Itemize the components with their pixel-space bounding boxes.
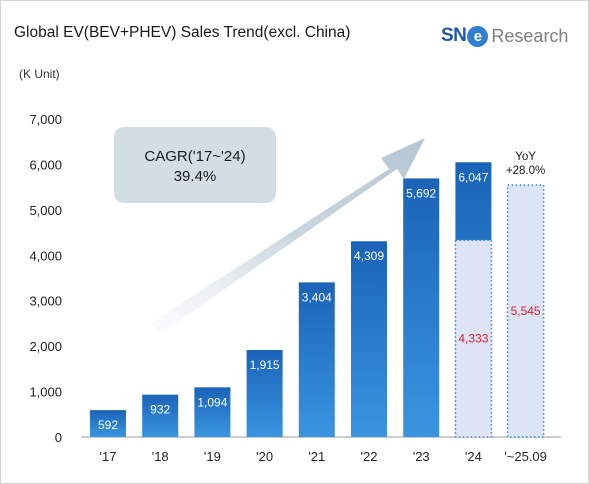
bar	[194, 387, 231, 437]
y-tick-label: 3,000	[29, 294, 62, 309]
dotted-bar-value-label: 5,545	[511, 304, 541, 318]
bar-value-label: 4,309	[354, 249, 384, 263]
bar-value-label: 3,404	[302, 290, 332, 304]
growth-arrow	[151, 138, 425, 335]
x-tick-label: '18	[152, 449, 169, 464]
x-tick-label: '20	[256, 449, 273, 464]
bar-value-label: 592	[98, 418, 118, 432]
logo-e-icon: e	[467, 25, 489, 47]
dotted-bar-value-label: 4,333	[458, 332, 488, 346]
bar	[351, 241, 387, 437]
y-tick-label: 1,000	[29, 385, 62, 400]
bar	[403, 178, 440, 437]
bar	[298, 282, 335, 437]
bar-value-label: 1,094	[197, 395, 227, 409]
y-tick-label: 5,000	[29, 203, 62, 218]
y-tick-label: 7,000	[29, 112, 62, 127]
x-tick-label: '22	[361, 449, 378, 464]
sne-research-logo: SN e Research	[441, 22, 568, 50]
x-tick-label: '23	[413, 449, 430, 464]
x-tick-label: '~25.09	[504, 449, 547, 464]
bar	[90, 410, 126, 437]
logo-text: Research	[491, 25, 569, 46]
dotted-bar	[454, 239, 493, 438]
y-tick-label: 2,000	[29, 339, 62, 354]
x-tick-label: '19	[204, 449, 221, 464]
x-tick-label: '21	[308, 449, 325, 464]
dotted-bar	[506, 184, 545, 438]
bar	[142, 394, 179, 437]
cagr-value: 39.4%	[174, 168, 217, 185]
y-axis-unit-label: (K Unit)	[19, 67, 60, 81]
yoy-label: YoY	[515, 151, 536, 163]
x-tick-label: '17	[100, 449, 117, 464]
bar-value-label: 6,047	[458, 170, 488, 184]
y-tick-label: 4,000	[29, 248, 62, 263]
yoy-value: +28.0%	[506, 165, 545, 177]
bar-value-label: 1,915	[250, 358, 280, 372]
cagr-label: CAGR('17~'24)	[144, 148, 245, 165]
x-tick-label: '24	[465, 449, 482, 464]
y-tick-label: 6,000	[29, 157, 62, 172]
logo-mark: SN	[441, 25, 467, 46]
cagr-box	[114, 127, 276, 203]
bar-value-label: 5,692	[406, 186, 436, 200]
y-tick-label: 0	[55, 430, 62, 445]
bar	[246, 350, 283, 437]
chart-title: Global EV(BEV+PHEV) Sales Trend(excl. Ch…	[14, 24, 351, 41]
bar-value-label: 932	[150, 403, 170, 417]
